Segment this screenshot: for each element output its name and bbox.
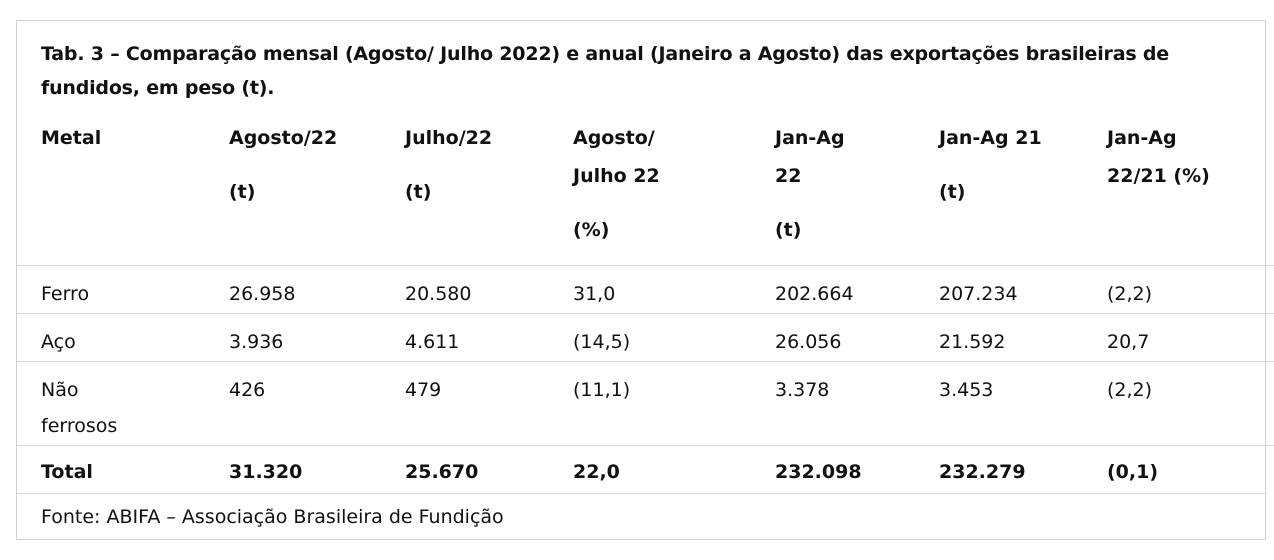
table-row: Não ferrosos 426 479 (11,1) 3.378 3.453 … — [17, 361, 1274, 445]
cell-agosto22: 26.958 — [229, 282, 296, 305]
cell-janag22: 232.098 — [775, 460, 862, 483]
cell-agosto-julho: (11,1) — [573, 378, 631, 401]
header-janag21-label: Jan-Ag 21 — [939, 127, 1042, 149]
cell-variation: (2,2) — [1107, 282, 1153, 305]
header-julho22-label: Julho/22 — [405, 127, 493, 149]
header-julho22-unit: (t) — [405, 181, 432, 203]
header-metal: Metal — [17, 109, 229, 265]
cell-janag22: 26.056 — [775, 330, 842, 353]
header-julho22: Julho/22 (t) — [405, 109, 573, 265]
header-agosto-julho-label-1: Agosto/ — [573, 127, 655, 149]
cell-agosto22: 426 — [229, 378, 266, 401]
header-agosto22-label: Agosto/22 — [229, 127, 338, 149]
header-row: Metal Agosto/22 (t) Julho/22 (t) Agosto/… — [17, 109, 1274, 265]
header-janag22-label-2: 22 — [775, 165, 802, 187]
cell-metal: Não ferrosos — [41, 378, 118, 437]
cell-julho22: 20.580 — [405, 282, 472, 305]
cell-janag22: 202.664 — [775, 282, 854, 305]
cell-janag22: 3.378 — [775, 378, 830, 401]
cell-julho22: 479 — [405, 378, 442, 401]
table-frame: Tab. 3 – Comparação mensal (Agosto/ Julh… — [16, 20, 1274, 540]
cell-janag21: 3.453 — [939, 378, 994, 401]
cell-variation: 20,7 — [1107, 330, 1150, 353]
exports-table: Metal Agosto/22 (t) Julho/22 (t) Agosto/… — [17, 109, 1274, 493]
cell-agosto-julho: 31,0 — [573, 282, 616, 305]
cell-janag21: 207.234 — [939, 282, 1018, 305]
cell-variation: (2,2) — [1107, 378, 1153, 401]
cell-metal: Ferro — [41, 282, 90, 305]
table-row: Aço 3.936 4.611 (14,5) 26.056 21.592 20,… — [17, 313, 1274, 361]
header-janag21-unit: (t) — [939, 181, 966, 203]
cell-variation: (0,1) — [1107, 460, 1159, 483]
header-variation-label-2: 22/21 (%) — [1107, 165, 1210, 187]
header-janag22: Jan-Ag 22 (t) — [775, 109, 939, 265]
header-agosto-julho-unit: (%) — [573, 219, 610, 241]
header-agosto-julho-label-2: Julho 22 — [573, 165, 660, 187]
header-agosto-julho: Agosto/ Julho 22 (%) — [573, 109, 775, 265]
table-row: Ferro 26.958 20.580 31,0 202.664 207.234… — [17, 265, 1274, 313]
cell-agosto22: 31.320 — [229, 460, 303, 483]
cell-agosto-julho: (14,5) — [573, 330, 631, 353]
cell-agosto22: 3.936 — [229, 330, 284, 353]
header-janag22-label-1: Jan-Ag — [775, 127, 845, 149]
header-janag21: Jan-Ag 21 (t) — [939, 109, 1107, 265]
cell-metal: Total — [41, 460, 93, 483]
cell-metal: Aço — [41, 330, 76, 353]
cell-julho22: 25.670 — [405, 460, 479, 483]
cell-janag21: 21.592 — [939, 330, 1006, 353]
header-agosto22-unit: (t) — [229, 181, 256, 203]
table-source: Fonte: ABIFA – Associação Brasileira de … — [17, 493, 1265, 540]
total-row: Total 31.320 25.670 22,0 232.098 232.279… — [17, 445, 1274, 493]
table-title: Tab. 3 – Comparação mensal (Agosto/ Julh… — [41, 43, 1169, 99]
header-janag22-unit: (t) — [775, 219, 802, 241]
header-metal-label: Metal — [41, 127, 102, 149]
header-variation: Jan-Ag 22/21 (%) — [1107, 109, 1274, 265]
header-agosto22: Agosto/22 (t) — [229, 109, 405, 265]
cell-agosto-julho: 22,0 — [573, 460, 620, 483]
header-variation-label-1: Jan-Ag — [1107, 127, 1177, 149]
cell-janag21: 232.279 — [939, 460, 1026, 483]
cell-julho22: 4.611 — [405, 330, 460, 353]
